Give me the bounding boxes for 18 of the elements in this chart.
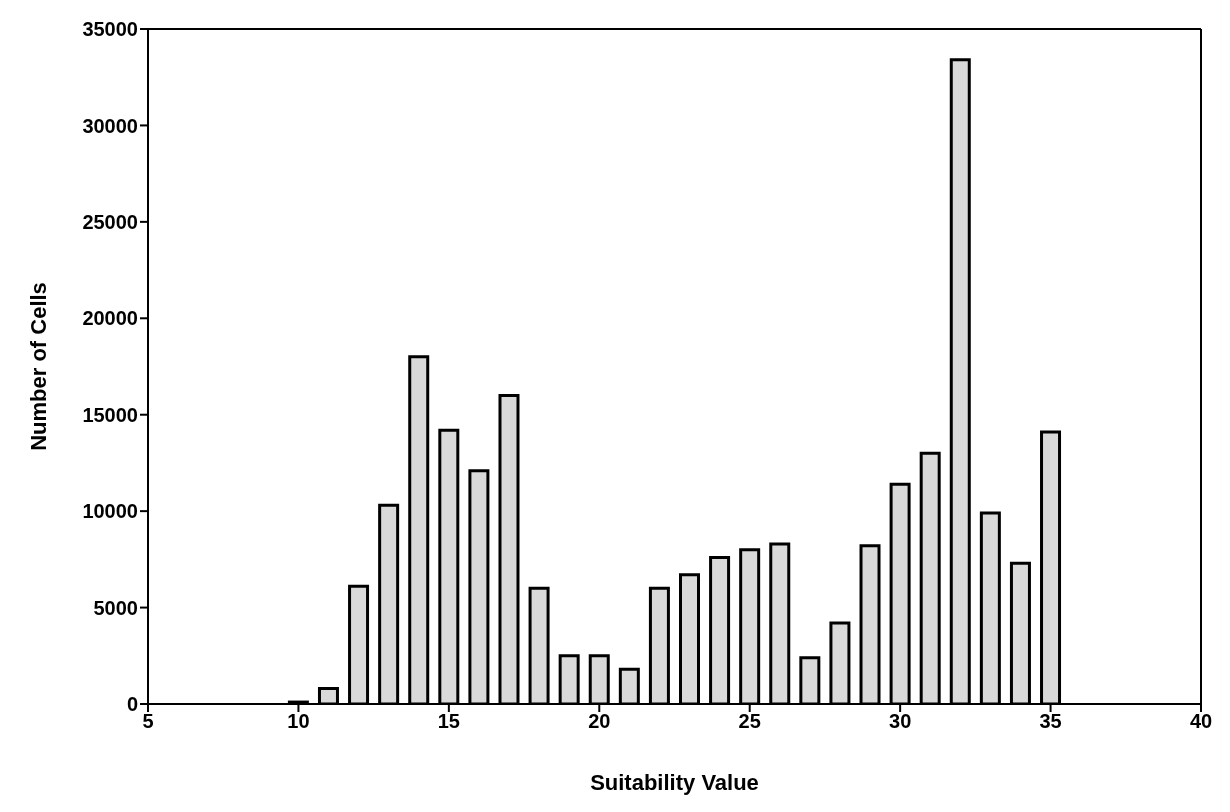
x-axis-title: Suitability Value: [590, 769, 759, 795]
x-tick-label: 35: [1039, 710, 1062, 733]
x-tick-label: 15: [437, 710, 460, 733]
y-tick-label: 10000: [82, 500, 138, 523]
x-tick-label: 10: [287, 710, 310, 733]
y-tick-label: 20000: [82, 307, 138, 330]
y-tick-label: 30000: [82, 114, 138, 137]
x-tick-label: 25: [738, 710, 761, 733]
x-tick-label: 5: [142, 710, 154, 733]
y-tick-label: 35000: [82, 18, 138, 41]
x-tick-label: 30: [889, 710, 912, 733]
y-tick-label: 0: [126, 693, 138, 716]
y-axis-title: Number of Cells: [25, 282, 51, 451]
y-tick-label: 25000: [82, 210, 138, 233]
y-tick-label: 15000: [82, 403, 138, 426]
y-tick-label: 5000: [93, 596, 138, 619]
x-tick-label: 40: [1189, 710, 1213, 733]
x-tick-label: 20: [588, 710, 611, 733]
